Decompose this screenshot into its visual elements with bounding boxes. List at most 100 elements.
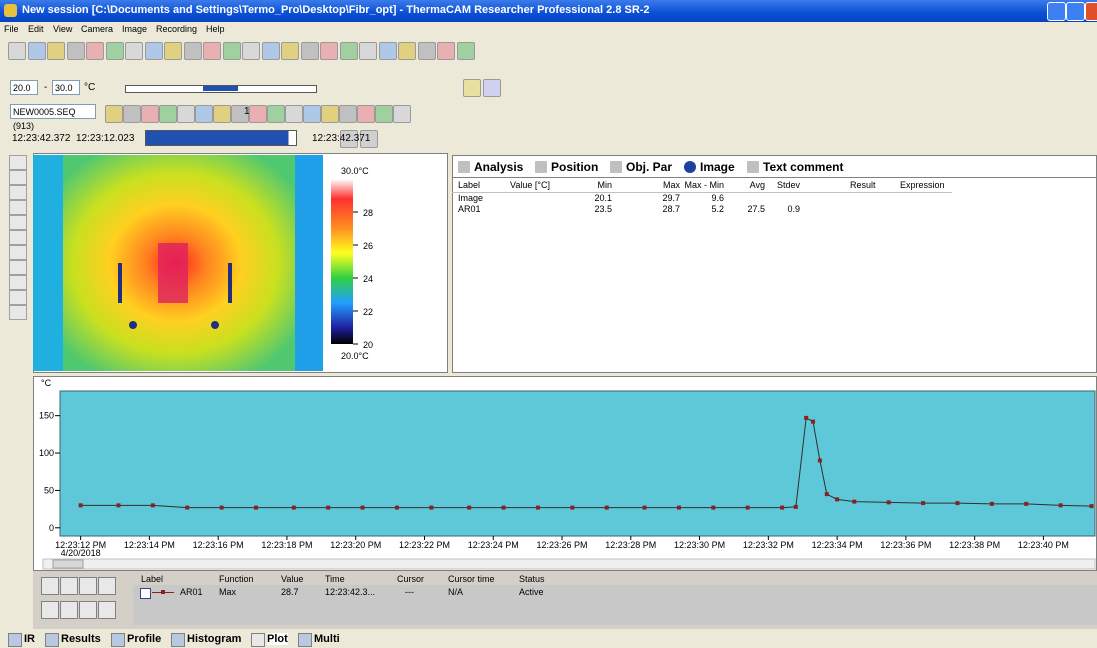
toolbar-button[interactable] [28,42,46,60]
tool-button[interactable] [9,305,27,320]
point-marker [220,506,224,510]
close-button[interactable] [1085,2,1097,21]
toolbar-button[interactable] [203,42,221,60]
menu-item[interactable]: Camera [81,24,113,34]
scale-min: 20.0°C [341,351,369,361]
toolbar-button[interactable] [398,42,416,60]
analysis-tab[interactable]: Text comment [763,160,843,174]
plot-button[interactable] [79,577,97,595]
toolbar-button[interactable] [418,42,436,60]
tool-button[interactable] [9,290,27,305]
tool-button[interactable] [9,230,27,245]
view-tab[interactable]: Profile [127,633,161,645]
window-title: New session [C:\Documents and Settings\T… [22,4,650,16]
plot-button[interactable] [41,577,59,595]
toolbar-button[interactable] [357,105,375,123]
analysis-tab[interactable]: Analysis [474,160,523,174]
toolbar-button[interactable] [125,42,143,60]
time-progress[interactable] [145,130,297,146]
toolbar-button[interactable] [457,42,475,60]
toolbar-button[interactable] [106,42,124,60]
toolbar-button[interactable] [303,105,321,123]
sequence-field[interactable]: NEW0005.SEQ (913) [10,104,96,119]
toolbar-button[interactable] [379,42,397,60]
range-min-field[interactable]: 20.0 [10,80,38,95]
analysis-tab[interactable]: Image [700,160,735,174]
tab-icon [298,633,312,647]
toolbar-button[interactable] [359,42,377,60]
toolbar-button[interactable] [223,42,241,60]
tool-button[interactable] [9,200,27,215]
zoom-button[interactable] [41,601,59,619]
view-tab[interactable]: IR [24,633,35,645]
maximize-button[interactable] [1066,2,1085,21]
menu-item[interactable]: View [53,24,72,34]
toolbar-button[interactable] [285,105,303,123]
tab-icon [111,633,125,647]
toolbar-button[interactable] [281,42,299,60]
view-tab[interactable]: Histogram [187,633,241,645]
toolbar-button[interactable] [463,79,481,97]
toolbar-button[interactable] [339,105,357,123]
analysis-tab[interactable]: Obj. Par [626,160,672,174]
toolbar-button[interactable] [47,42,65,60]
toolbar-button[interactable] [164,42,182,60]
toolbar-button[interactable] [141,105,159,123]
table-cell: 5.2 [711,204,724,214]
toolbar-button[interactable] [393,105,411,123]
toolbar-button[interactable] [321,105,339,123]
point-marker [1090,504,1094,508]
zoom-button[interactable] [98,601,116,619]
view-tab[interactable]: Results [61,633,101,645]
range-max-field[interactable]: 30.0 [52,80,80,95]
view-tab[interactable]: Plot [267,633,288,645]
toolbar-button[interactable] [375,105,393,123]
toolbar-button[interactable] [267,105,285,123]
menu-item[interactable]: Recording [156,24,197,34]
plot-button[interactable] [60,577,78,595]
toolbar-button[interactable] [177,105,195,123]
column-header: Min [597,180,612,190]
zoom-button[interactable] [60,601,78,619]
toolbar-button[interactable] [301,42,319,60]
toolbar-button[interactable] [184,42,202,60]
toolbar-button[interactable] [123,105,141,123]
menu-item[interactable]: Edit [28,24,44,34]
toolbar-button[interactable] [8,42,26,60]
tool-button[interactable] [9,245,27,260]
x-date: 4/20/2018 [61,548,101,558]
point-marker [677,506,681,510]
menu-item[interactable]: Image [122,24,147,34]
toolbar-button[interactable] [213,105,231,123]
toolbar-button[interactable] [242,42,260,60]
minimize-button[interactable] [1047,2,1066,21]
toolbar-button[interactable] [340,42,358,60]
plot-button[interactable] [98,577,116,595]
toolbar-button[interactable] [437,42,455,60]
toolbar-button[interactable] [320,42,338,60]
toolbar-button[interactable] [262,42,280,60]
toolbar-button[interactable] [159,105,177,123]
zoom-button[interactable] [79,601,97,619]
tool-button[interactable] [9,260,27,275]
menu-item[interactable]: Help [206,24,225,34]
legend-checkbox[interactable] [140,588,151,599]
toolbar-button[interactable] [483,79,501,97]
toolbar-button[interactable] [145,42,163,60]
view-tab[interactable]: Multi [314,633,340,645]
tool-button[interactable] [9,215,27,230]
x-tick-label: 12:23:26 PM [537,540,588,550]
tool-button[interactable] [9,155,27,170]
toolbar-button[interactable] [249,105,267,123]
toolbar-button[interactable] [67,42,85,60]
toolbar-button[interactable] [86,42,104,60]
tool-button[interactable] [9,170,27,185]
analysis-tab[interactable]: Position [551,160,598,174]
point-marker [570,506,574,510]
menu-bar: File Edit View Camera Image Recording Help [0,22,1097,37]
tool-button[interactable] [9,185,27,200]
menu-item[interactable]: File [4,24,19,34]
toolbar-button[interactable] [105,105,123,123]
toolbar-button[interactable] [195,105,213,123]
tool-button[interactable] [9,275,27,290]
